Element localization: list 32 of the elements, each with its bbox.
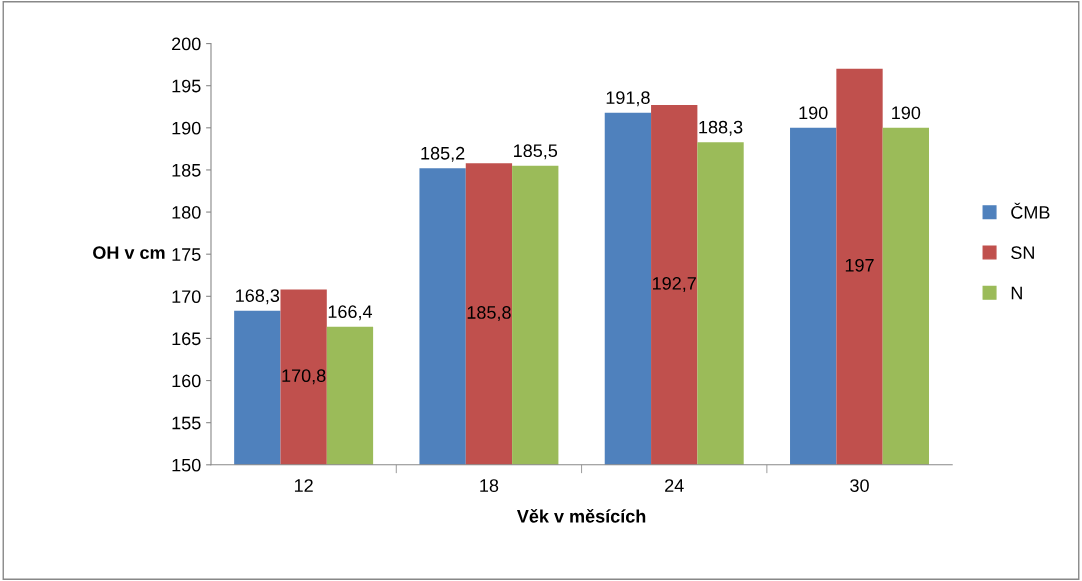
y-tick-label: 165 [172, 332, 201, 346]
y-tick-label: 170 [172, 290, 201, 304]
x-tick-label: 24 [665, 479, 684, 492]
y-tick-label: 190 [172, 121, 201, 135]
y-tick-label: 185 [172, 163, 201, 177]
data-label: 168,3 [236, 289, 280, 305]
data-label: 192,7 [653, 277, 696, 292]
y-tick-label: 155 [172, 416, 201, 430]
legend-label: ČMB [1011, 202, 1050, 219]
data-label: 185,2 [421, 146, 465, 162]
data-label: 185,8 [467, 306, 511, 321]
y-tick-label: 160 [172, 374, 201, 388]
x-tick-label: 18 [480, 479, 499, 492]
x-tick-label: 30 [850, 479, 869, 492]
data-label: 188,3 [699, 120, 743, 136]
y-tick-label: 195 [172, 79, 201, 93]
y-axis-title: OH v cm [93, 246, 165, 260]
y-tick-label: 150 [172, 458, 201, 472]
data-label: 190 [799, 106, 828, 120]
y-tick-label: 175 [172, 248, 201, 261]
y-tick-label: 200 [172, 37, 201, 51]
legend-label: SN [1011, 246, 1034, 260]
data-label: 166,4 [328, 305, 373, 321]
x-tick-label: 12 [294, 479, 313, 492]
data-label: 190 [892, 106, 921, 120]
data-label: 191,8 [606, 91, 650, 107]
data-label: 170,8 [282, 369, 326, 385]
data-label: 185,5 [514, 144, 558, 160]
legend-label: N [1011, 286, 1022, 300]
x-axis-title: Věk v měsících [516, 509, 646, 523]
y-tick-label: 180 [172, 206, 201, 219]
data-label: 197 [845, 258, 874, 272]
